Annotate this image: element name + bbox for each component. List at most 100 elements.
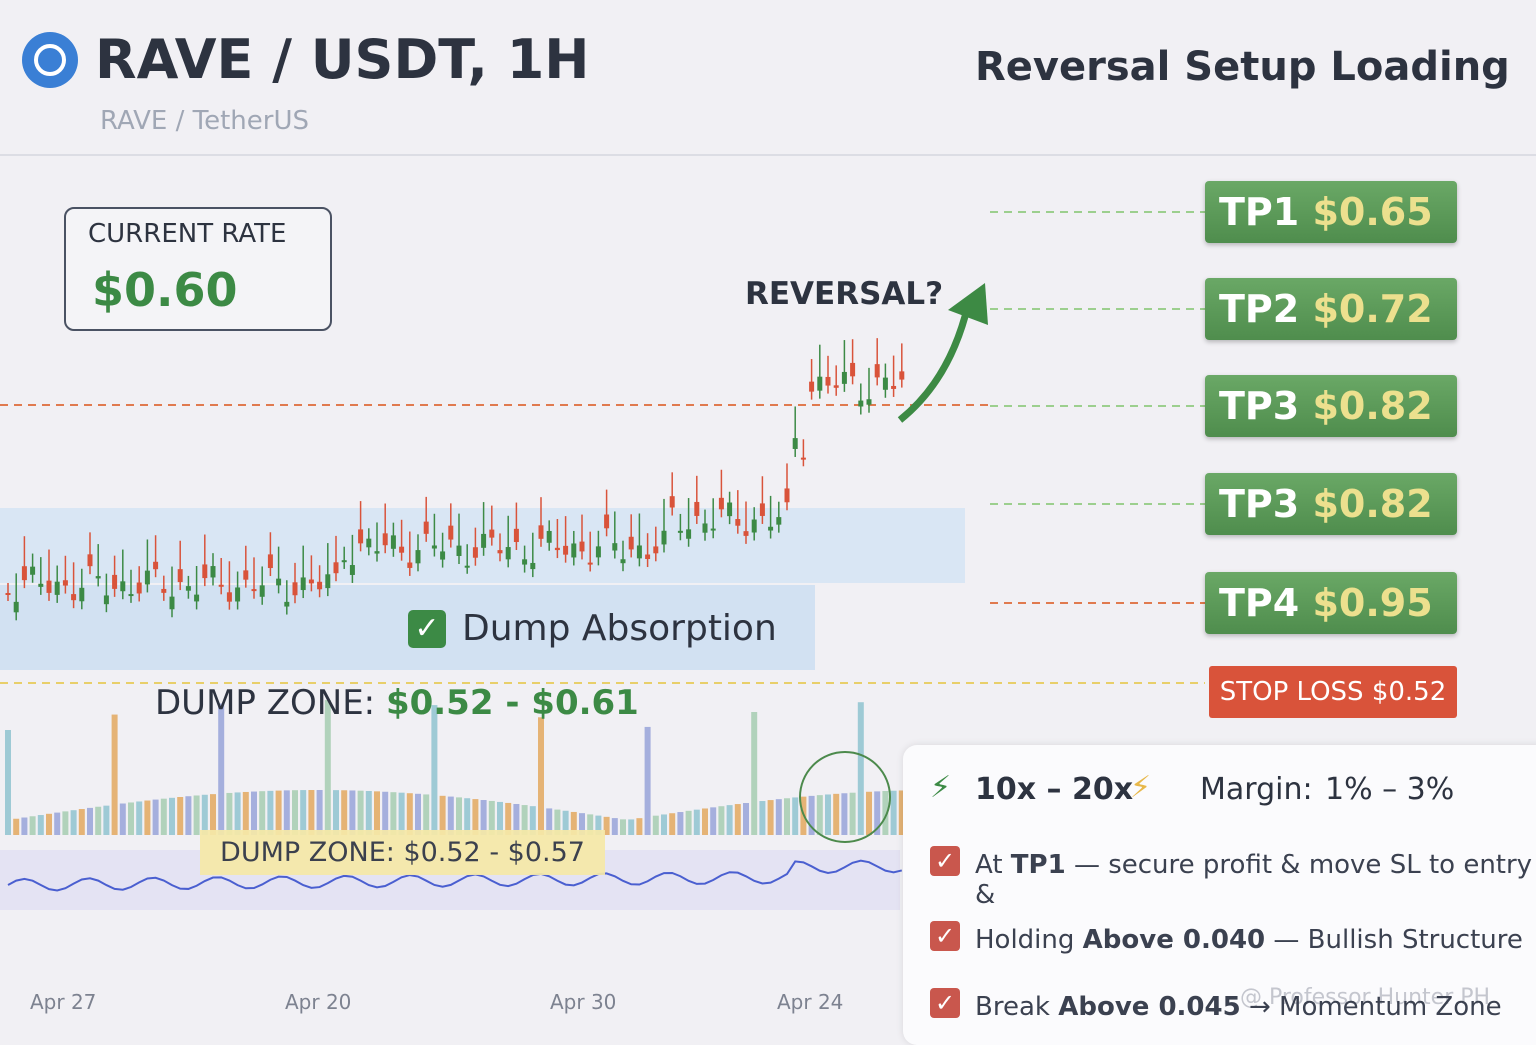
candle-body (702, 523, 708, 533)
volume-bar (341, 790, 348, 835)
dump-zone-tag: DUMP ZONE: $0.52 - $0.57 (200, 830, 605, 875)
rate-value: $0.60 (92, 263, 238, 317)
volume-bar (13, 818, 20, 835)
candle-body (5, 593, 11, 595)
candle-body (95, 576, 101, 579)
oscillator-line (7, 859, 903, 892)
volume-bar (439, 795, 446, 835)
candle-body (710, 528, 716, 531)
candle-body (866, 399, 872, 405)
volume-bar (808, 795, 815, 835)
rule-part: Holding (975, 925, 1083, 955)
volume-bar (538, 717, 544, 835)
rate-label: CURRENT RATE (88, 219, 287, 249)
target-price: $0.65 (1312, 190, 1433, 234)
volume-bar (784, 798, 790, 835)
volume-bar (726, 805, 733, 835)
candle-body (112, 574, 118, 589)
volume-bar (87, 807, 93, 835)
candle-body (899, 371, 905, 380)
margin-label: Margin: (1200, 772, 1313, 807)
checkbox: ✓ (930, 988, 960, 1018)
candle-body (628, 536, 634, 550)
chart (0, 32, 1536, 910)
volume-bar (587, 814, 594, 835)
rate-box: CURRENT RATE $0.60 (64, 207, 332, 331)
candle-body (792, 438, 798, 449)
candle-body (194, 594, 200, 602)
title: RAVE / USDT, 1H (95, 28, 590, 91)
volume-bar (472, 799, 479, 835)
candle-body (489, 529, 495, 538)
volume-bar (349, 790, 356, 835)
candle-body (669, 496, 675, 508)
target-label: TP2 (1219, 287, 1300, 331)
volume-bar (390, 792, 397, 835)
volume-bar (611, 818, 618, 835)
candle-body (38, 583, 44, 587)
candle-body (768, 526, 774, 531)
candle-body (54, 581, 60, 595)
candle-body (144, 570, 150, 585)
volume-bar (152, 799, 159, 835)
rule-part: TP1 (1010, 850, 1066, 880)
checkbox: ✓ (930, 846, 960, 876)
candle-body (891, 385, 897, 389)
candle-body (800, 457, 806, 460)
volume-bar (324, 700, 331, 835)
candle-body (587, 562, 593, 565)
volume-bar (464, 798, 471, 835)
candle-body (882, 377, 888, 390)
volume-bar (316, 790, 323, 835)
volume-bar (365, 791, 372, 835)
candle-body (210, 566, 216, 578)
candle-body (259, 585, 265, 597)
bolt-icon: ⚡ (930, 770, 952, 805)
x-label: Apr 20 (285, 990, 352, 1014)
volume-bar (882, 791, 889, 835)
candle-body (571, 543, 577, 558)
volume-bar (119, 803, 126, 835)
volume-bar (759, 801, 766, 835)
candle-body (308, 579, 314, 584)
volume-bar (488, 800, 495, 835)
rule-part: → Momentum Zone (1240, 992, 1502, 1022)
rule-part: Break (975, 992, 1059, 1022)
volume-bar (251, 791, 257, 835)
candle-body (292, 582, 298, 596)
volume-bar (570, 811, 577, 835)
candle-body (374, 551, 380, 554)
candle-body (103, 595, 109, 605)
volume-bar (734, 804, 741, 835)
target-price: $0.95 (1312, 581, 1433, 625)
volume-bar (751, 712, 758, 835)
candle-body (62, 580, 68, 586)
target: TP1 $0.65 (1205, 181, 1457, 243)
candle-body (30, 566, 36, 575)
candle-body (718, 497, 724, 510)
volume-bar (866, 791, 872, 835)
volume-bar (456, 797, 462, 835)
volume-bar (898, 790, 905, 835)
volume-bar (218, 703, 225, 835)
rule: Break Above 0.045 → Momentum Zone (975, 992, 1502, 1022)
candle-body (423, 521, 429, 534)
volume-bar (308, 790, 315, 835)
volume-bar (283, 790, 290, 835)
candle-body (382, 533, 388, 546)
candle-body (579, 541, 585, 552)
volume-bar (874, 791, 881, 835)
volume-bar (636, 818, 643, 835)
volume-bar (546, 808, 553, 835)
target: TP2 $0.72 (1205, 278, 1457, 340)
volume-bar (447, 796, 454, 835)
candle-body (595, 546, 601, 558)
rule-part: — Bullish Structure (1265, 925, 1523, 955)
target: TP4 $0.95 (1205, 572, 1457, 634)
volume-bar (595, 815, 602, 835)
rule-part: — secure profit & move SL to entry & (975, 850, 1533, 910)
candle-body (243, 570, 249, 580)
x-label: Apr 30 (550, 990, 617, 1014)
candle-body (276, 578, 282, 586)
stop-loss: STOP LOSS $0.52 (1209, 666, 1457, 718)
